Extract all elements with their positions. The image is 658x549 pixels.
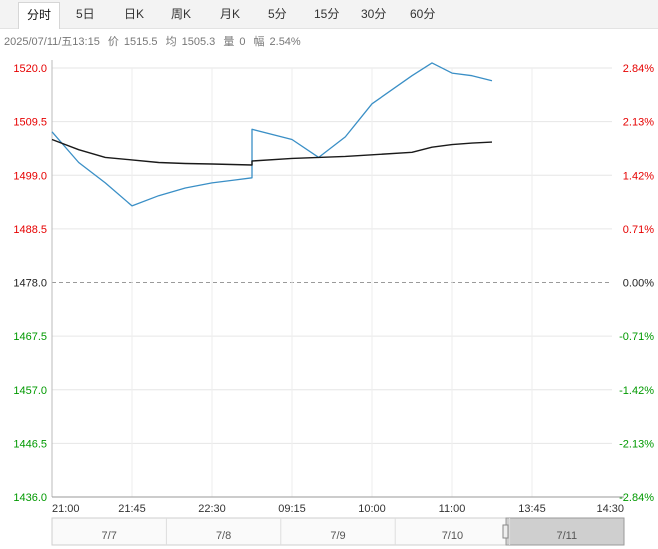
y-tick-label: 1520.0: [13, 63, 47, 75]
navigator-date-label: 7/7: [102, 530, 117, 542]
y-tick-label: 1436.0: [13, 492, 47, 504]
tab-30min[interactable]: 30分: [361, 7, 387, 21]
navigator-window-handle-left[interactable]: [502, 524, 509, 539]
navigator-date-label: 7/11: [557, 530, 578, 542]
x-tick-label: 14:30: [596, 503, 624, 515]
price-axis: 1520.0 1509.5 1499.0 1488.5 1478.0 1467.5 1457…: [13, 63, 47, 504]
y-tick-label: 1499.0: [13, 170, 47, 182]
tab-weekly-k[interactable]: 周K: [171, 7, 192, 21]
x-tick-label: 13:45: [518, 503, 546, 515]
volume-label: 量: [223, 36, 235, 48]
navigator-date-label: 7/10: [442, 530, 463, 542]
avg-label: 均: [165, 36, 177, 48]
pct-tick-label: -1.42%: [619, 385, 654, 397]
tab-monthly-k[interactable]: 月K: [220, 7, 241, 21]
price-value: 1515.5: [123, 36, 158, 48]
pct-tick-label: -2.84%: [619, 492, 654, 504]
y-tick-label: 1446.5: [13, 438, 47, 450]
tab-timeshare[interactable]: 分时: [18, 2, 61, 29]
change-value: 2.54%: [269, 36, 301, 48]
series-layer: [51, 62, 493, 207]
pct-tick-label: 1.42%: [623, 170, 654, 182]
percent-axis: 2.84% 2.13% 1.42% 0.71% 0.00% -0.71% -1.42% -2.…: [619, 63, 654, 504]
pct-tick-label: 2.13%: [623, 117, 654, 129]
x-tick-label: 21:45: [118, 503, 146, 515]
pct-tick-label: 2.84%: [623, 63, 654, 75]
avg-price-line: [51, 138, 493, 166]
chart-grid: [51, 60, 624, 498]
price-line: [51, 62, 493, 207]
period-tabbar: 分时 5日 日K 周K 月K 5分 15分 30分 60分: [0, 0, 658, 29]
pct-tick-label: 0.71%: [623, 224, 654, 236]
y-tick-label: 1509.5: [13, 117, 47, 129]
y-tick-label: 1467.5: [13, 331, 47, 343]
change-label: 幅: [253, 36, 265, 48]
x-tick-label: 11:00: [439, 503, 466, 515]
navigator-date-label: 7/8: [216, 530, 231, 542]
navigator-date-label: 7/9: [330, 530, 345, 542]
pct-tick-label: -0.71%: [619, 331, 654, 343]
y-tick-label: 1457.0: [13, 385, 47, 397]
avg-value: 1505.3: [181, 36, 216, 48]
y-tick-label: 1478.0: [13, 278, 47, 290]
y-tick-label: 1488.5: [13, 224, 47, 236]
tab-5day[interactable]: 5日: [76, 7, 95, 21]
x-tick-label: 09:15: [278, 503, 306, 515]
pct-tick-label: 0.00%: [623, 278, 654, 290]
time-axis: 21:00 21:45 22:30 09:15 10:00 11:00 13:45 14:30: [52, 503, 624, 515]
x-tick-label: 22:30: [198, 503, 226, 515]
x-tick-label: 21:00: [52, 503, 80, 515]
tab-daily-k[interactable]: 日K: [124, 7, 145, 21]
x-tick-label: 10:00: [358, 503, 386, 515]
volume-value: 0: [239, 36, 246, 48]
price-label: 价: [107, 36, 119, 48]
tab-15min[interactable]: 15分: [314, 7, 340, 21]
tab-60min[interactable]: 60分: [410, 7, 436, 21]
quote-datetime: 2025/07/11/五13:15: [4, 36, 100, 48]
pct-tick-label: -2.13%: [619, 438, 654, 450]
tab-5min[interactable]: 5分: [268, 7, 287, 21]
date-navigator[interactable]: 7/7 7/8 7/9 7/10 7/11: [51, 517, 625, 546]
navigator-window[interactable]: [505, 517, 625, 546]
